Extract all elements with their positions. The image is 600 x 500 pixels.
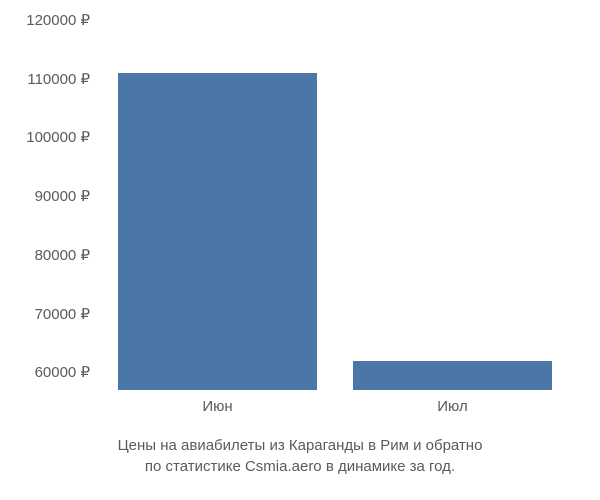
y-tick-label: 90000 ₽ <box>35 187 90 205</box>
caption-line-1: Цены на авиабилеты из Караганды в Рим и … <box>118 437 483 454</box>
bar-jul <box>353 361 553 390</box>
x-tick-label: Июн <box>202 398 232 415</box>
caption-line-2: по статистике Csmia.aero в динамике за г… <box>145 458 455 475</box>
x-tick-label: Июл <box>437 398 467 415</box>
y-tick-label: 70000 ₽ <box>35 305 90 323</box>
y-tick-label: 120000 ₽ <box>26 11 90 29</box>
y-axis-labels: 120000 ₽ 110000 ₽ 100000 ₽ 90000 ₽ 80000… <box>0 20 95 390</box>
y-tick-label: 100000 ₽ <box>26 128 90 146</box>
y-tick-label: 80000 ₽ <box>35 246 90 264</box>
y-tick-label: 110000 ₽ <box>27 70 90 88</box>
y-tick-label: 60000 ₽ <box>35 363 90 381</box>
chart-container: 120000 ₽ 110000 ₽ 100000 ₽ 90000 ₽ 80000… <box>0 0 600 500</box>
chart-caption: Цены на авиабилеты из Караганды в Рим и … <box>0 435 600 477</box>
x-axis-labels: Июн Июл <box>100 398 570 423</box>
bar-jun <box>118 73 318 390</box>
plot-area <box>100 20 570 390</box>
